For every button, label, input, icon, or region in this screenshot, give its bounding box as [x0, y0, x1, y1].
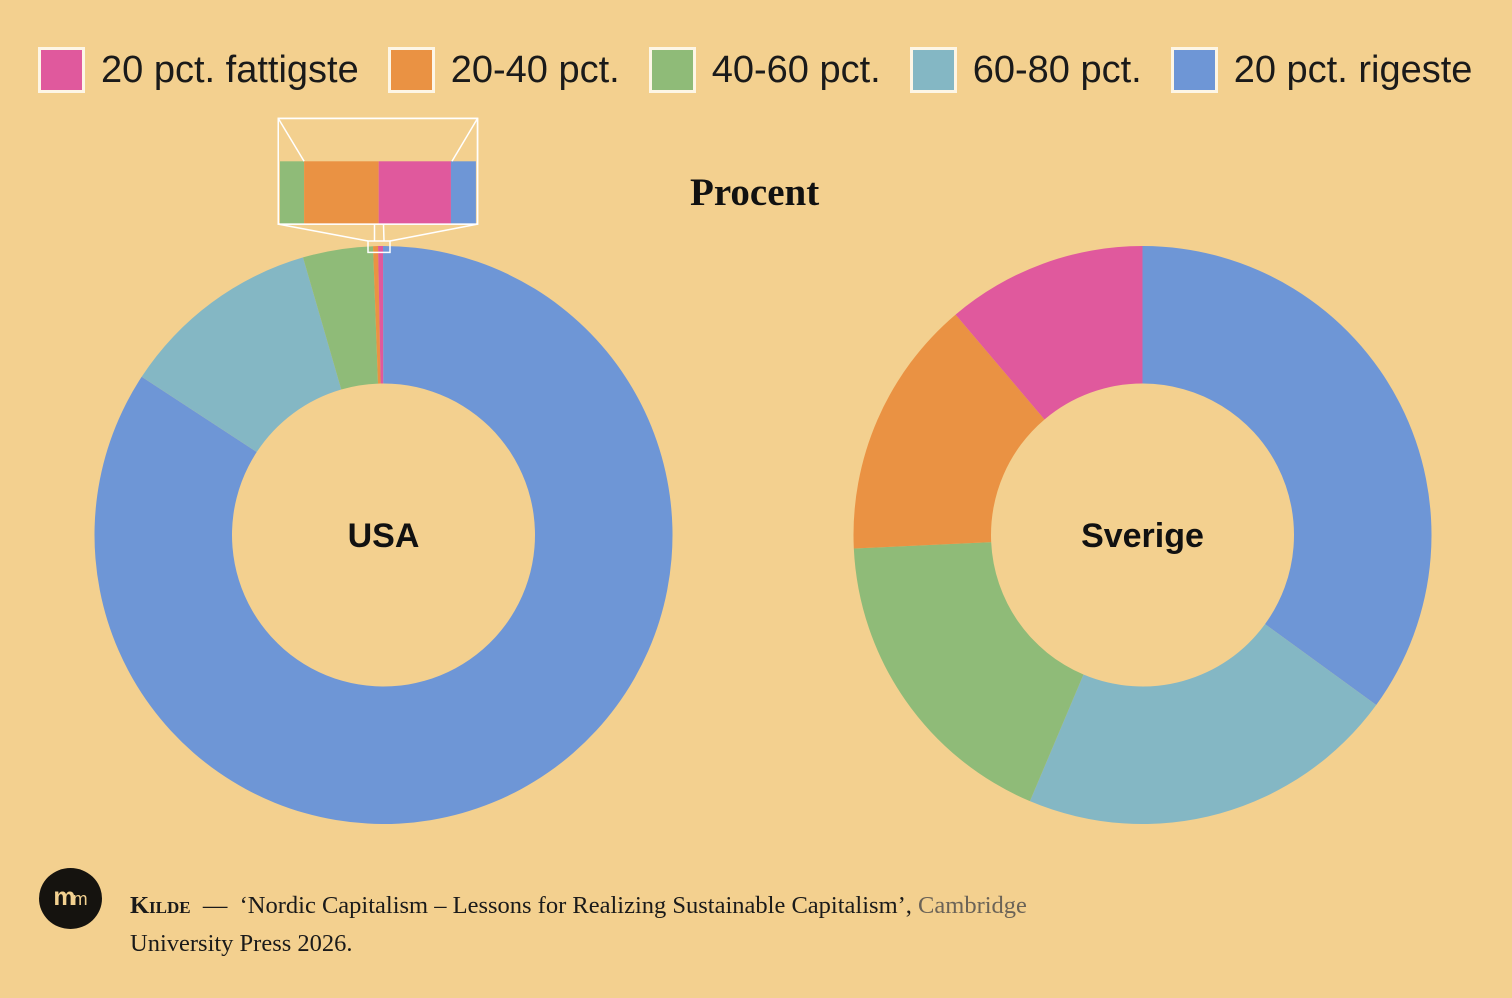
svg-text:USA: USA — [348, 517, 420, 555]
svg-text:Sverige: Sverige — [1081, 517, 1204, 555]
